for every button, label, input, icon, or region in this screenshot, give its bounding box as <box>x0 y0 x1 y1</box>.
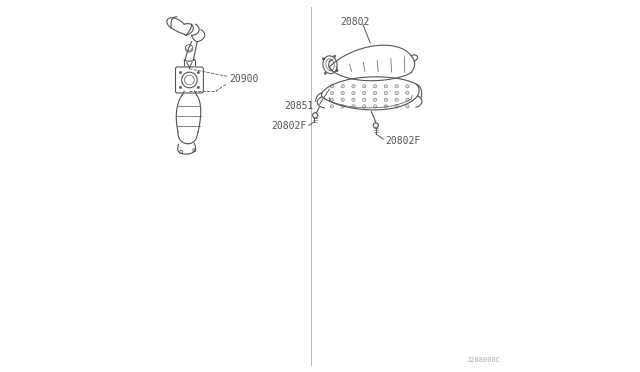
Circle shape <box>197 86 200 89</box>
Circle shape <box>406 98 409 101</box>
Circle shape <box>395 98 398 101</box>
Circle shape <box>335 70 338 72</box>
Circle shape <box>406 105 409 108</box>
Circle shape <box>384 85 387 88</box>
Circle shape <box>330 92 333 95</box>
Circle shape <box>352 98 355 101</box>
Circle shape <box>352 85 355 88</box>
Circle shape <box>384 98 387 101</box>
Circle shape <box>322 58 324 60</box>
Circle shape <box>363 85 366 88</box>
Circle shape <box>384 92 387 95</box>
Circle shape <box>333 55 336 57</box>
Circle shape <box>197 71 200 74</box>
Circle shape <box>330 105 333 108</box>
Text: 20900: 20900 <box>229 74 258 84</box>
Circle shape <box>395 92 398 95</box>
Text: 20802F: 20802F <box>385 136 420 145</box>
Circle shape <box>179 86 182 89</box>
Circle shape <box>406 92 409 95</box>
Circle shape <box>330 85 333 88</box>
Circle shape <box>363 105 366 108</box>
Circle shape <box>341 92 344 95</box>
Circle shape <box>373 92 377 95</box>
Circle shape <box>363 98 366 101</box>
Circle shape <box>324 72 326 74</box>
Circle shape <box>179 71 182 74</box>
Text: 20802F: 20802F <box>272 122 307 131</box>
Circle shape <box>373 105 377 108</box>
Circle shape <box>341 105 344 108</box>
Circle shape <box>384 105 387 108</box>
Circle shape <box>352 92 355 95</box>
Text: 20802: 20802 <box>340 17 370 27</box>
Circle shape <box>341 85 344 88</box>
Text: J208000C: J208000C <box>467 357 500 363</box>
Circle shape <box>406 85 409 88</box>
Circle shape <box>373 85 377 88</box>
Circle shape <box>352 105 355 108</box>
Circle shape <box>395 105 398 108</box>
Circle shape <box>341 98 344 101</box>
Circle shape <box>330 98 333 101</box>
Circle shape <box>395 85 398 88</box>
Circle shape <box>363 92 366 95</box>
Text: 20851: 20851 <box>285 101 314 111</box>
Circle shape <box>373 98 377 101</box>
